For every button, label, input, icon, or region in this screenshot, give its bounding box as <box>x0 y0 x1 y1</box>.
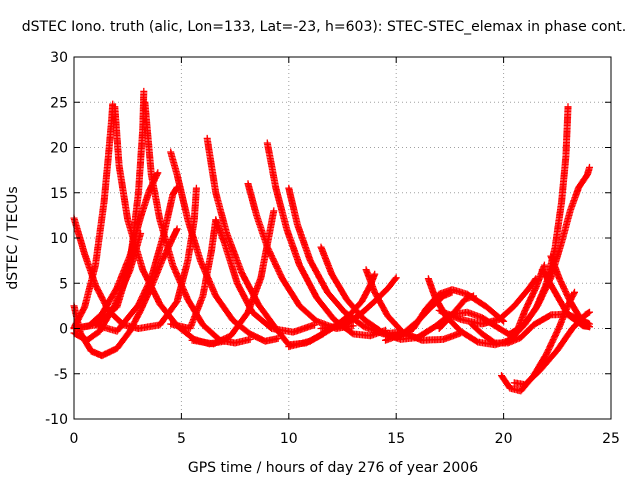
series-pass-24 <box>392 286 508 342</box>
y-tick-label: 10 <box>50 231 68 247</box>
series-markers <box>547 252 593 328</box>
y-tick-label: 15 <box>50 186 68 202</box>
series-pass-29 <box>435 275 540 328</box>
x-tick-label: 25 <box>602 431 620 447</box>
series-markers <box>538 266 593 331</box>
series-pass-17 <box>263 139 389 340</box>
ticks <box>73 56 612 420</box>
x-axis-label: GPS time / hours of day 276 of year 2006 <box>188 460 478 476</box>
y-tick-label: 0 <box>59 322 68 338</box>
x-tick-label: 0 <box>70 431 79 447</box>
x-tick-label: 20 <box>495 431 513 447</box>
series-markers <box>134 184 200 332</box>
y-tick-label: -5 <box>54 367 68 383</box>
tick-labels: 0 5 10 15 20 25 -10 -5 0 5 10 15 20 25 30 <box>45 50 620 447</box>
series-markers <box>392 286 508 342</box>
y-tick-label: 30 <box>50 50 68 66</box>
y-tick-label: 20 <box>50 141 68 157</box>
series-markers <box>435 275 540 328</box>
series-pass-36 <box>538 266 593 331</box>
y-axis-label: dSTEC / TECUs <box>5 186 21 289</box>
series-markers <box>317 243 422 343</box>
series-markers <box>167 216 220 332</box>
x-tick-label: 5 <box>177 431 186 447</box>
series-pass-11 <box>134 184 200 332</box>
series-pass-19 <box>317 243 422 343</box>
series-markers <box>263 139 389 340</box>
x-tick-label: 15 <box>387 431 405 447</box>
y-tick-label: -10 <box>45 412 68 428</box>
series-markers <box>92 183 181 335</box>
series-pass-34 <box>506 103 572 338</box>
y-tick-label: 25 <box>50 95 68 111</box>
y-tick-label: 5 <box>59 276 68 292</box>
series-pass-35 <box>547 252 593 328</box>
series-pass-09 <box>92 183 181 335</box>
series-markers <box>506 103 572 338</box>
x-tick-label: 10 <box>280 431 298 447</box>
chart-title: dSTEC Iono. truth (alic, Lon=133, Lat=-2… <box>22 19 626 35</box>
series-pass-13 <box>167 216 220 332</box>
